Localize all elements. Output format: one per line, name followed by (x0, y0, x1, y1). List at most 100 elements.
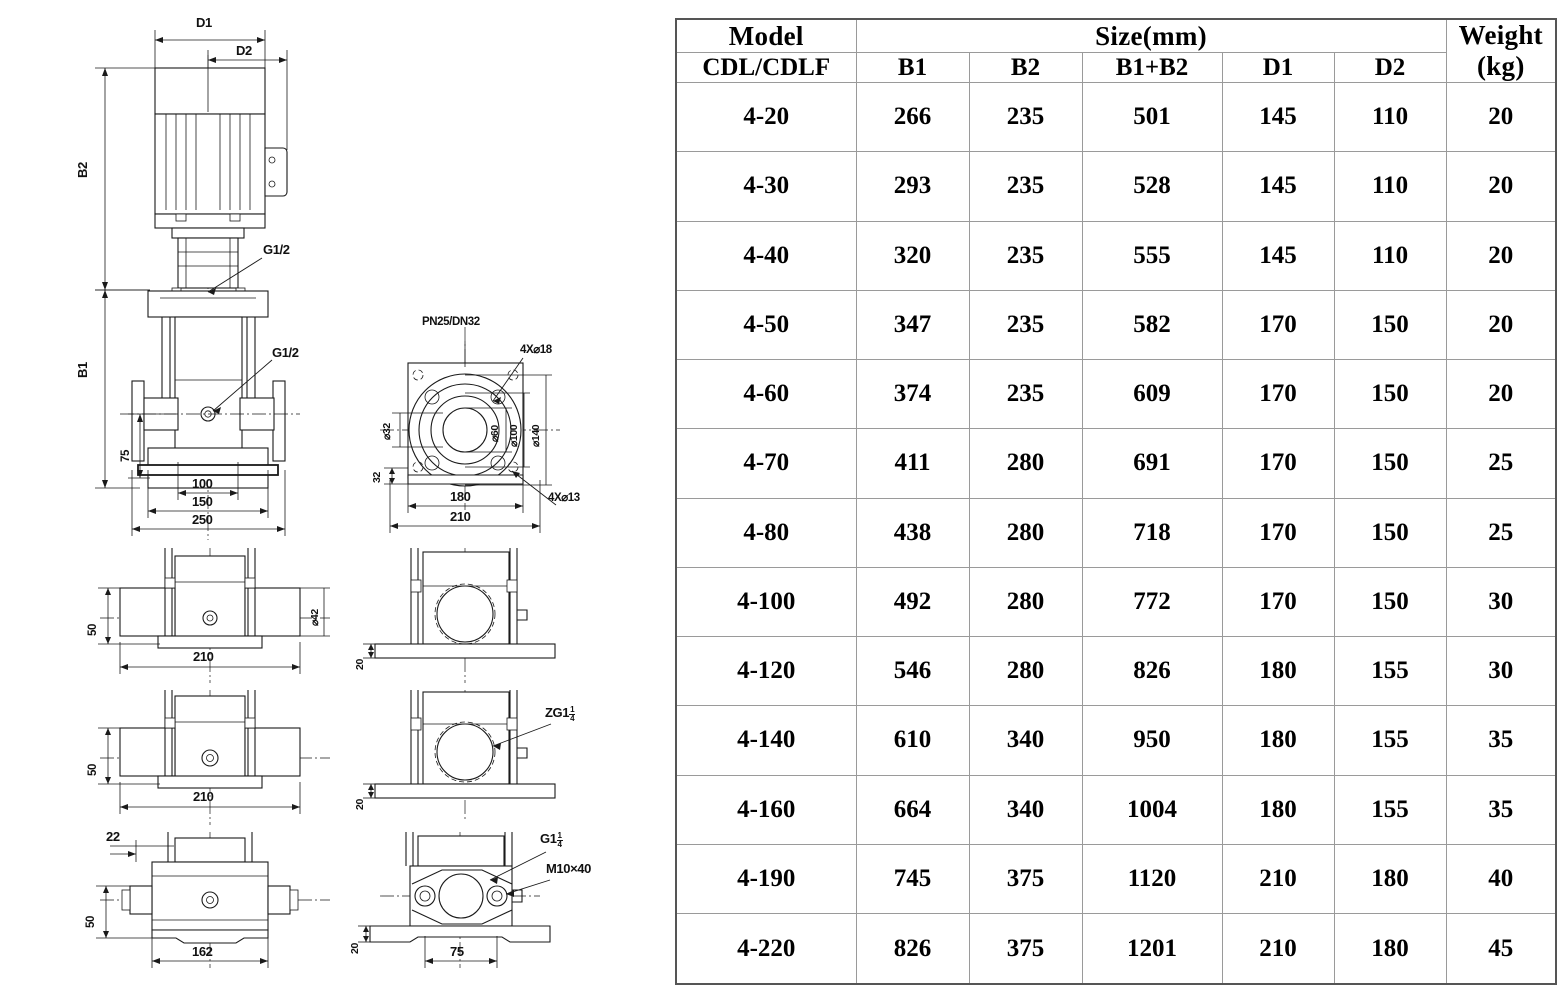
cell-weight: 25 (1445, 428, 1557, 499)
cell-d2: 110 (1333, 151, 1447, 222)
dim-label-50-mid-left: 50 (87, 624, 99, 636)
callout-pn25-dn32: PN25/DN32 (422, 316, 480, 328)
header-b1: B1 (855, 52, 970, 83)
dim-label-250: 250 (192, 512, 213, 527)
dim-label-22: 22 (106, 829, 120, 844)
cell-b2: 340 (968, 705, 1083, 776)
header-b2: B2 (968, 52, 1083, 83)
cell-d1: 180 (1221, 774, 1335, 845)
table-row: 4-120 546 280 826 180 155 30 (675, 635, 1557, 707)
dim-label-75: 75 (450, 944, 464, 959)
header-size-group: Size(mm) (855, 18, 1447, 54)
cell-b2: 280 (968, 428, 1083, 499)
cell-model: 4-20 (675, 81, 857, 153)
cell-d1: 210 (1221, 913, 1335, 985)
detail-view-bottom-left: 22 50 162 (80, 828, 360, 978)
cell-b2: 280 (968, 635, 1083, 707)
cell-b1-plus-b2: 1004 (1081, 774, 1223, 845)
table-row: 4-140 610 340 950 180 155 35 (675, 705, 1557, 776)
detail-view-low-left: 50 210 (80, 690, 360, 830)
cell-weight: 20 (1445, 358, 1557, 430)
cell-b1-plus-b2: 1201 (1081, 913, 1223, 985)
dim-label-dia140: ⌀140 (530, 424, 542, 447)
cell-weight: 35 (1445, 774, 1557, 845)
cell-d1: 170 (1221, 428, 1335, 499)
detail-view-mid-left: 50 210 ⌀42 (80, 548, 360, 688)
flange-top-view: PN25/DN32 4X⌀18 4X⌀13 ⌀32 ⌀60 ⌀100 ⌀140 … (360, 305, 650, 545)
dim-label-32: 32 (371, 472, 383, 483)
cell-model: 4-160 (675, 774, 857, 845)
table-row: 4-220 826 375 1201 210 180 45 (675, 913, 1557, 985)
cell-model: 4-100 (675, 566, 857, 638)
cell-b1-plus-b2: 609 (1081, 358, 1223, 430)
dim-label-dia32: ⌀32 (381, 423, 393, 440)
cell-b1: 347 (855, 289, 970, 361)
cell-d2: 150 (1333, 566, 1447, 638)
cell-b2: 235 (968, 289, 1083, 361)
cell-b1: 320 (855, 220, 970, 291)
table-row: 4-60 374 235 609 170 150 20 (675, 358, 1557, 430)
header-b1-plus-b2: B1+B2 (1081, 52, 1223, 83)
cell-b1: 664 (855, 774, 970, 845)
dim-label-20-low-right: 20 (354, 799, 366, 810)
pump-elevation-view: D1 D2 B2 B1 G1/2 G1/2 75 100 150 250 (0, 0, 360, 545)
header-weight: Weight (kg) (1445, 18, 1557, 83)
table-body: 4-20 266 235 501 145 110 20 4-30 293 235 528 145 110… (675, 81, 1557, 985)
cell-weight: 30 (1445, 635, 1557, 707)
cell-d2: 150 (1333, 358, 1447, 430)
cell-d1: 170 (1221, 566, 1335, 638)
dim-label-dia42: ⌀42 (309, 609, 321, 626)
table-row: 4-50 347 235 582 170 150 20 (675, 289, 1557, 361)
callout-4x-dia13: 4X⌀13 (548, 492, 580, 504)
cell-d1: 210 (1221, 843, 1335, 915)
dim-label-b2: B2 (75, 162, 90, 178)
cell-d1: 180 (1221, 635, 1335, 707)
header-series: CDL/CDLF (675, 52, 857, 83)
dim-label-210-top: 210 (450, 509, 471, 524)
cell-b2: 375 (968, 843, 1083, 915)
table-row: 4-40 320 235 555 145 110 20 (675, 220, 1557, 291)
table-row: 4-80 438 280 718 170 150 25 (675, 497, 1557, 568)
cell-b1: 438 (855, 497, 970, 568)
specification-table-wrapper: Model Size(mm) Weight (kg) CDL/CDLF B1 B… (675, 18, 1558, 985)
cell-b1-plus-b2: 772 (1081, 566, 1223, 638)
cell-weight: 45 (1445, 913, 1557, 985)
cell-b2: 235 (968, 358, 1083, 430)
cell-weight: 40 (1445, 843, 1557, 915)
detail-view-low-right: ZG1 1 4 20 (354, 690, 605, 830)
dim-label-d1: D1 (196, 15, 212, 30)
callout-g-half-upper: G1/2 (263, 242, 290, 257)
cell-d1: 145 (1221, 220, 1335, 291)
cell-b2: 280 (968, 566, 1083, 638)
header-d2: D2 (1333, 52, 1447, 83)
cell-b1-plus-b2: 501 (1081, 81, 1223, 153)
cell-d2: 180 (1333, 843, 1447, 915)
cell-d1: 145 (1221, 81, 1335, 153)
cell-model: 4-70 (675, 428, 857, 499)
cell-model: 4-30 (675, 151, 857, 222)
cell-weight: 20 (1445, 81, 1557, 153)
cell-b1: 411 (855, 428, 970, 499)
dim-label-50-low-left: 50 (87, 764, 99, 776)
cell-model: 4-40 (675, 220, 857, 291)
table-row: 4-70 411 280 691 170 150 25 (675, 428, 1557, 499)
callout-4x-dia18: 4X⌀18 (520, 344, 552, 356)
cell-model: 4-220 (675, 913, 857, 985)
cell-b2: 375 (968, 913, 1083, 985)
callout-g-half-lower: G1/2 (272, 345, 299, 360)
cell-model: 4-190 (675, 843, 857, 915)
dim-label-162: 162 (192, 944, 213, 959)
header-weight-line2: (kg) (1476, 51, 1525, 81)
cell-weight: 20 (1445, 220, 1557, 291)
cell-d1: 170 (1221, 358, 1335, 430)
cell-d2: 180 (1333, 913, 1447, 985)
cell-b1-plus-b2: 826 (1081, 635, 1223, 707)
cell-b1: 745 (855, 843, 970, 915)
table-header-row-top: Model Size(mm) Weight (kg) (675, 18, 1557, 83)
cell-b1: 293 (855, 151, 970, 222)
cell-d1: 180 (1221, 705, 1335, 776)
cell-d2: 155 (1333, 705, 1447, 776)
cell-model: 4-80 (675, 497, 857, 568)
dim-label-dia100: ⌀100 (508, 424, 520, 447)
